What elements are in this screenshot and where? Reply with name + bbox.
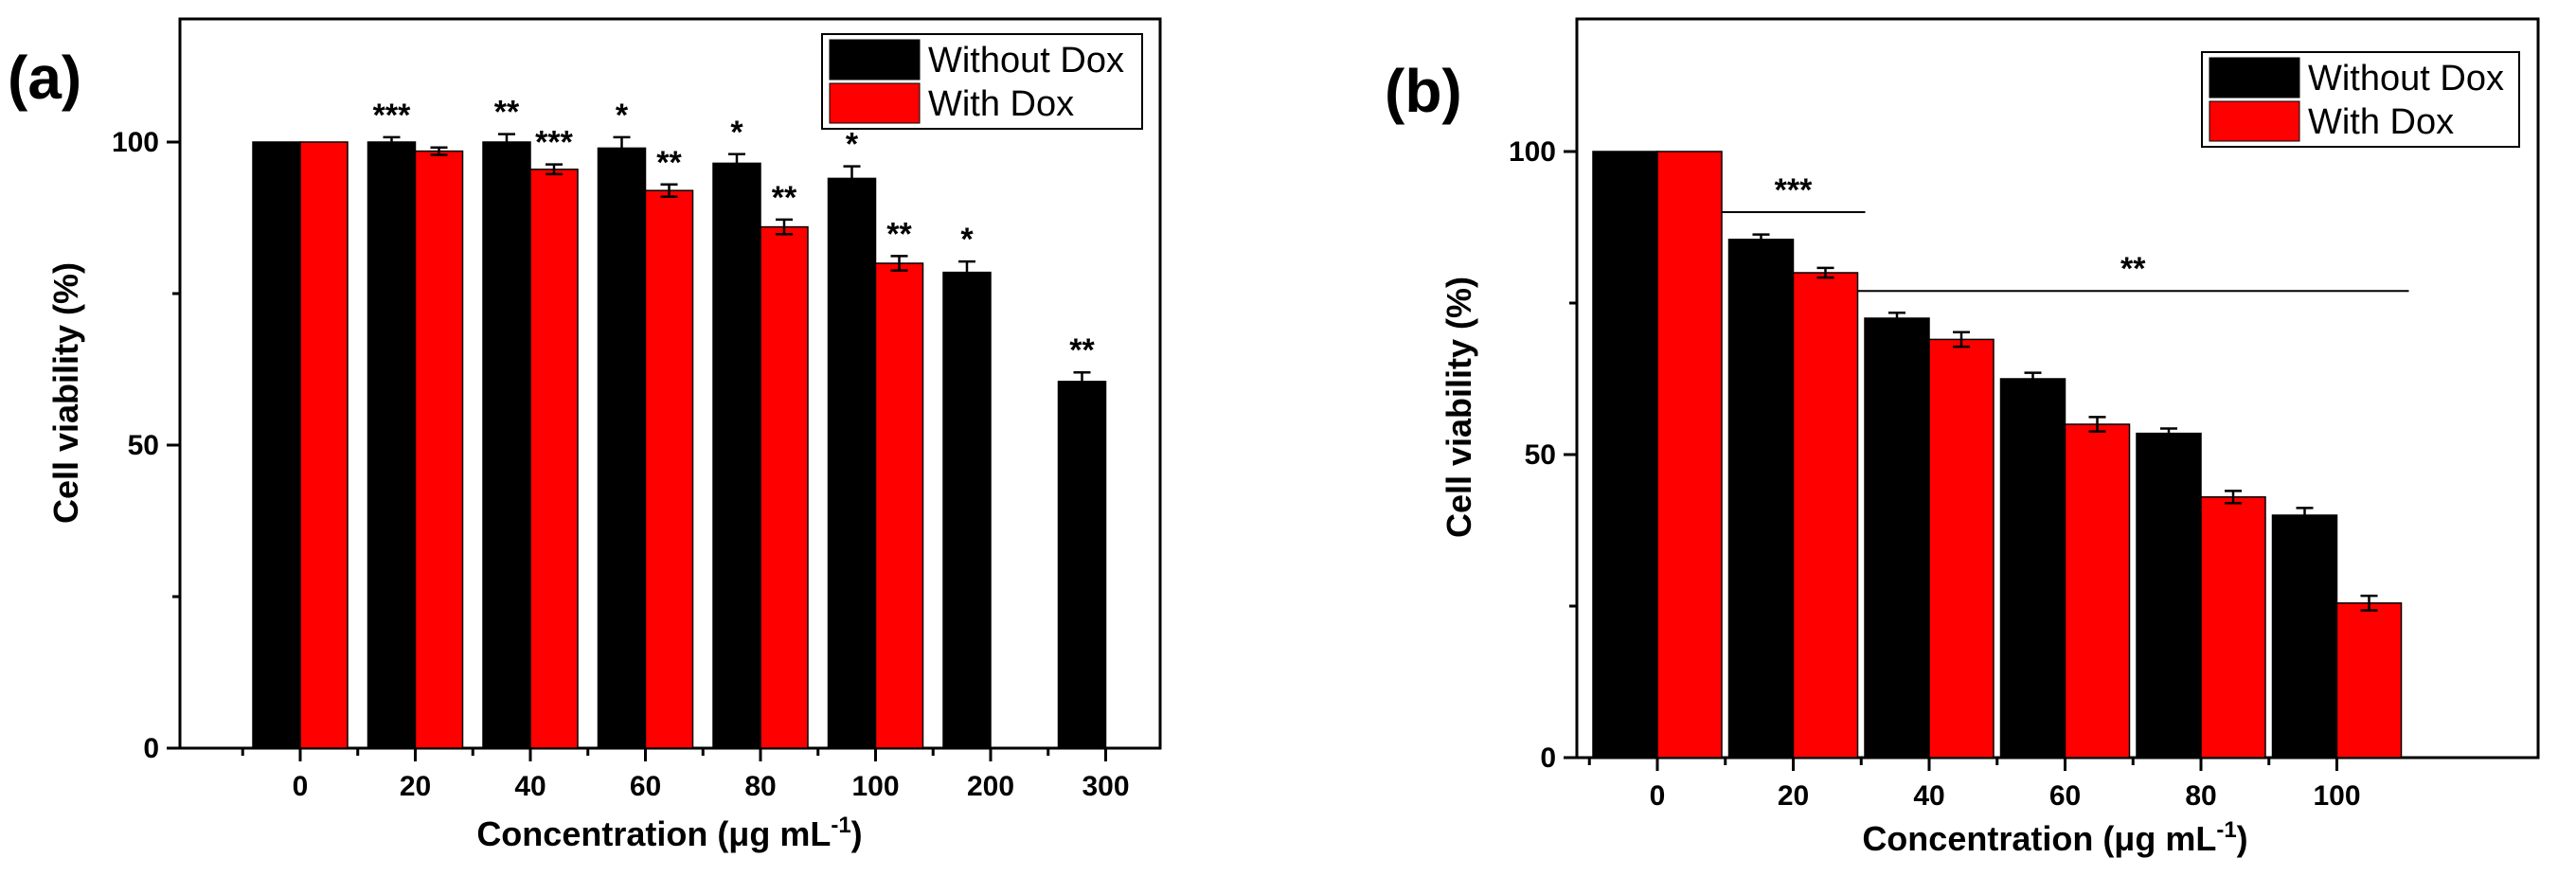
bar-with-dox: [1928, 338, 1995, 759]
significance-label: **: [886, 216, 912, 252]
legend-swatch: [829, 82, 921, 124]
legend-swatch: [2209, 100, 2300, 142]
legend-swatch: [2209, 57, 2300, 98]
bar-with-dox: [2064, 423, 2131, 759]
bar-with-dox: [2335, 602, 2403, 759]
bar-without-dox: [252, 141, 301, 749]
bar-with-dox: [414, 150, 464, 749]
x-axis-title: Concentration (μg mL-1): [1862, 817, 2247, 858]
bar-without-dox: [1864, 317, 1930, 759]
bar-with-dox: [1792, 272, 1859, 759]
legend-swatch: [829, 39, 921, 80]
bar-without-dox: [1999, 378, 2066, 759]
y-tick-label: 50: [1525, 439, 1556, 471]
significance-label: ***: [1775, 172, 1813, 208]
bar-with-dox: [299, 141, 349, 749]
y-tick-label: 100: [112, 127, 159, 158]
bar-with-dox: [1656, 151, 1723, 759]
bar-without-dox: [2271, 514, 2338, 759]
y-axis-title: Cell viability (%): [46, 262, 85, 524]
x-tick-label: 0: [1650, 780, 1666, 812]
bar-without-dox: [1727, 239, 1795, 759]
significance-label: **: [1069, 332, 1095, 368]
x-tick-label: 40: [1913, 780, 1944, 812]
x-tick-label: 200: [967, 771, 1014, 802]
x-tick-label: 20: [1778, 780, 1809, 812]
significance-label: **: [2120, 251, 2146, 287]
x-tick-label: 20: [400, 771, 431, 802]
significance-label: *: [730, 115, 743, 151]
x-tick-label: 80: [744, 771, 776, 802]
bar-without-dox: [482, 141, 531, 749]
y-tick-label: 0: [1540, 742, 1556, 774]
x-tick-label: 0: [293, 771, 309, 802]
significance-label: **: [656, 145, 682, 181]
panel-label: (b): [1385, 57, 1462, 125]
legend-label: With Dox: [2308, 102, 2454, 142]
legend: Without Dox With Dox: [2201, 51, 2520, 148]
significance-label: ***: [535, 125, 573, 161]
x-axis-title: Concentration (μg mL-1): [476, 813, 862, 853]
bar-with-dox: [2200, 496, 2266, 759]
x-tick-label: 100: [2313, 780, 2360, 812]
x-tick-label: 40: [514, 771, 546, 802]
bar-with-dox: [874, 262, 924, 749]
y-tick-label: 100: [1509, 136, 1556, 168]
x-tick-label: 80: [2185, 780, 2216, 812]
bar-without-dox: [1592, 151, 1658, 759]
significance-label: *: [846, 127, 859, 163]
y-axis-title: Cell viability (%): [1440, 277, 1478, 538]
bar-without-dox: [367, 141, 417, 749]
significance-label: **: [772, 180, 797, 216]
legend: Without Dox With Dox: [821, 33, 1143, 130]
legend-label: Without Dox: [928, 41, 1124, 80]
bar-without-dox: [1057, 381, 1107, 749]
y-tick-label: 50: [128, 430, 159, 461]
x-tick-label: 60: [2049, 780, 2081, 812]
significance-label: *: [960, 222, 974, 258]
bar-without-dox: [2136, 432, 2202, 759]
panel-label: (a): [8, 44, 81, 112]
y-tick-label: 0: [143, 733, 159, 764]
significance-label: *: [616, 98, 629, 134]
significance-label: **: [494, 95, 520, 131]
legend-label: Without Dox: [2308, 59, 2504, 98]
x-tick-label: 60: [630, 771, 661, 802]
legend-label: With Dox: [928, 84, 1074, 124]
x-tick-label: 100: [851, 771, 899, 802]
bar-without-dox: [827, 177, 877, 749]
bar-without-dox: [712, 162, 761, 749]
bar-with-dox: [644, 189, 694, 749]
x-tick-label: 300: [1082, 771, 1129, 802]
bar-with-dox: [760, 225, 809, 749]
bar-without-dox: [942, 271, 992, 749]
bar-without-dox: [597, 147, 647, 749]
bar-with-dox: [529, 169, 579, 749]
significance-label: ***: [373, 98, 411, 134]
